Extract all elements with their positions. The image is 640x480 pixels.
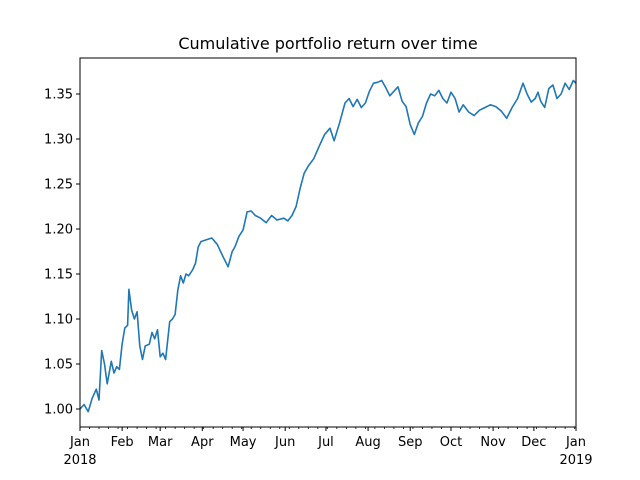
- x-tick-label: Aug: [355, 435, 380, 450]
- chart-title: Cumulative portfolio return over time: [178, 34, 477, 53]
- plot-area: [79, 57, 577, 428]
- y-tick-label: 1.20: [44, 223, 73, 238]
- x-tick-label: Oct: [440, 435, 462, 450]
- x-tick-label: Mar: [148, 435, 173, 450]
- x-tick-label: Jan: [69, 435, 90, 450]
- y-tick-label: 1.30: [44, 133, 73, 148]
- x-tick-year-label: 2019: [559, 453, 592, 468]
- y-tick-label: 1.00: [44, 403, 73, 418]
- x-tick-label: Jun: [274, 435, 295, 450]
- y-tick-label: 1.05: [44, 358, 73, 373]
- y-tick-label: 1.25: [44, 178, 73, 193]
- x-tick-label: Jul: [317, 435, 334, 450]
- x-tick-label: Sep: [398, 435, 423, 450]
- axes-frame: [79, 57, 577, 428]
- x-tick-year-label: 2018: [63, 453, 96, 468]
- x-tick-label: Nov: [480, 435, 506, 450]
- y-tick-label: 1.10: [44, 313, 73, 328]
- axes-background: [80, 58, 576, 427]
- x-tick-label: Feb: [111, 435, 134, 450]
- x-tick-label: May: [230, 435, 257, 450]
- y-tick-label: 1.35: [44, 88, 73, 103]
- x-tick-label: Dec: [521, 435, 546, 450]
- y-axis: 1.00 1.05 1.10 1.15 1.20 1.25 1.30 1.35: [44, 88, 80, 418]
- x-tick-label: Jan: [565, 435, 586, 450]
- y-tick-label: 1.15: [44, 268, 73, 283]
- series-line: [79, 79, 577, 413]
- x-axis: Jan 2018 Feb Mar Apr May Jun Jul Aug Sep Oct Nov Dec…: [63, 427, 593, 468]
- x-tick-label: Apr: [191, 435, 214, 450]
